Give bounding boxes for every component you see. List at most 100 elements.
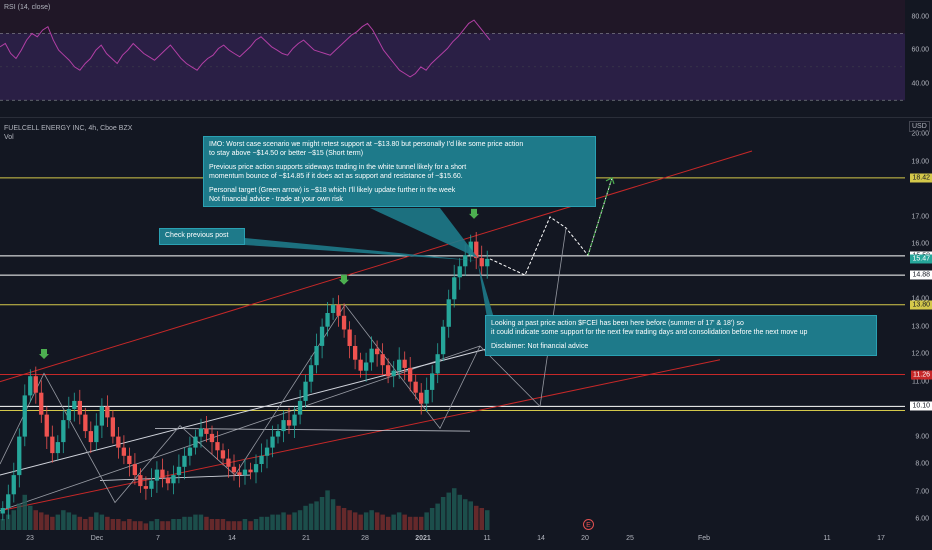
candle-body: [391, 370, 396, 377]
volume-bar: [187, 516, 193, 530]
past-action-callout[interactable]: Looking at past price action $FCEl has b…: [485, 315, 877, 356]
volume-bar: [325, 490, 330, 530]
volume-legend[interactable]: Vol: [4, 134, 14, 141]
volume-bar: [380, 514, 385, 530]
volume-bar: [407, 516, 413, 530]
candle-body: [386, 365, 391, 377]
time-tick-label: 17: [877, 535, 885, 542]
volume-bar: [347, 510, 352, 530]
time-tick-label: Feb: [697, 535, 711, 542]
candle-body: [6, 494, 11, 508]
callout-line: Disclaimer: Not financial advice: [491, 343, 589, 350]
rsi-overbought-zone: [0, 0, 905, 34]
callout-line: Previous price action supports sideways …: [209, 164, 467, 171]
volume-bar: [358, 514, 363, 530]
worst-case-callout[interactable]: IMO: Worst case scenario we might retest…: [203, 136, 596, 207]
volume-bar: [259, 516, 264, 530]
volume-bar: [452, 488, 457, 530]
rsi-line: [0, 19, 491, 78]
volume-bar: [171, 519, 176, 530]
volume-bar: [77, 516, 83, 530]
candle-body: [275, 431, 281, 437]
callout-pointer: [370, 208, 478, 259]
price-badge: 13.80: [910, 300, 932, 310]
currency-label[interactable]: USD: [909, 121, 930, 132]
volume-bar: [341, 508, 347, 530]
candle-body: [330, 304, 336, 313]
candle-body: [270, 436, 275, 448]
earnings-marker[interactable]: E: [583, 519, 594, 530]
candle-body: [154, 469, 160, 481]
channel-upper-line: [0, 150, 753, 383]
volume-bar: [303, 505, 308, 530]
candle-body: [408, 367, 413, 382]
candle-body: [364, 362, 369, 371]
volume-bar: [330, 499, 336, 530]
time-tick-label: 14: [228, 535, 236, 542]
time-axis[interactable]: 23 Dec 7 14 21 28 2021 11 14 20 25 Feb 11 17: [0, 530, 905, 550]
candle-body: [308, 365, 314, 382]
volume-bar: [154, 519, 160, 530]
volume-bar: [275, 514, 281, 530]
time-tick-label: 28: [361, 535, 369, 542]
volume-bar: [231, 521, 237, 530]
volume-bar: [385, 516, 391, 530]
price-pane[interactable]: FUELCELL ENERGY INC, 4h, Cboe BZX Vol IM…: [0, 118, 905, 530]
volume-bar: [182, 516, 187, 530]
candle-body: [358, 359, 363, 371]
candle-body: [28, 376, 33, 396]
volume-bar: [402, 514, 407, 530]
volume-bar: [160, 521, 165, 530]
volume-bar: [116, 519, 121, 530]
volume-bar: [319, 497, 325, 530]
callout-line: it could indicate some support for the n…: [491, 328, 808, 336]
volume-bar: [391, 514, 396, 530]
white-trend-line: [0, 345, 481, 512]
volume-bar: [193, 514, 198, 530]
volume-bar: [314, 501, 319, 530]
volume-bar: [226, 521, 231, 530]
candle-body: [292, 414, 297, 426]
candle-body: [452, 277, 457, 300]
candle-body: [11, 475, 16, 495]
green-down-arrow: [469, 208, 479, 219]
candle-body: [479, 258, 484, 267]
volume-bar: [424, 512, 429, 530]
volume-bar: [463, 499, 468, 530]
callout-line: to stay above ~$14.50 or better ~$15 (Sh…: [209, 149, 364, 157]
price-tick-label: 8.00: [915, 460, 929, 468]
symbol-title[interactable]: FUELCELL ENERGY INC, 4h, Cboe BZX: [4, 125, 133, 132]
candle-body: [264, 447, 270, 456]
volume-bar: [374, 512, 380, 530]
candle-body: [0, 508, 5, 514]
time-tick-label: 14: [537, 535, 545, 542]
callout-line: IMO: Worst case scenario we might retest…: [209, 141, 524, 148]
price-badge: 11.26: [911, 370, 932, 380]
price-tick-label: 7.00: [915, 488, 929, 496]
volume-bar: [237, 521, 242, 530]
price-axis[interactable]: 80.00 60.00 40.00 20.00 19.00 17.00 16.00 14.00…: [905, 0, 932, 530]
price-badge: 18.42: [910, 173, 932, 183]
candle-body: [105, 406, 110, 418]
price-tick-label: 9.00: [915, 433, 929, 441]
candle-body: [44, 414, 49, 437]
volume-bar: [336, 505, 341, 530]
candle-body: [176, 466, 182, 475]
price-badge: 15.47: [910, 254, 932, 264]
volume-bar: [105, 516, 110, 530]
rsi-pane[interactable]: RSI (14, close): [0, 0, 905, 117]
volume-bar: [28, 505, 33, 530]
candle-body: [369, 348, 374, 363]
price-tick-label: 20.00: [911, 130, 929, 138]
candle-body: [17, 436, 22, 476]
candle-body: [39, 392, 44, 415]
pane-divider[interactable]: [0, 117, 932, 118]
rsi-legend[interactable]: RSI (14, close): [4, 4, 51, 11]
volume-bar: [165, 521, 171, 530]
candle-body: [468, 241, 473, 256]
candle-body: [435, 354, 440, 374]
check-previous-callout[interactable]: Check previous post: [159, 228, 245, 245]
candle-body: [303, 381, 308, 401]
volume-bar: [66, 512, 72, 530]
callout-line: Not financial advice - trade at your own…: [209, 195, 343, 203]
